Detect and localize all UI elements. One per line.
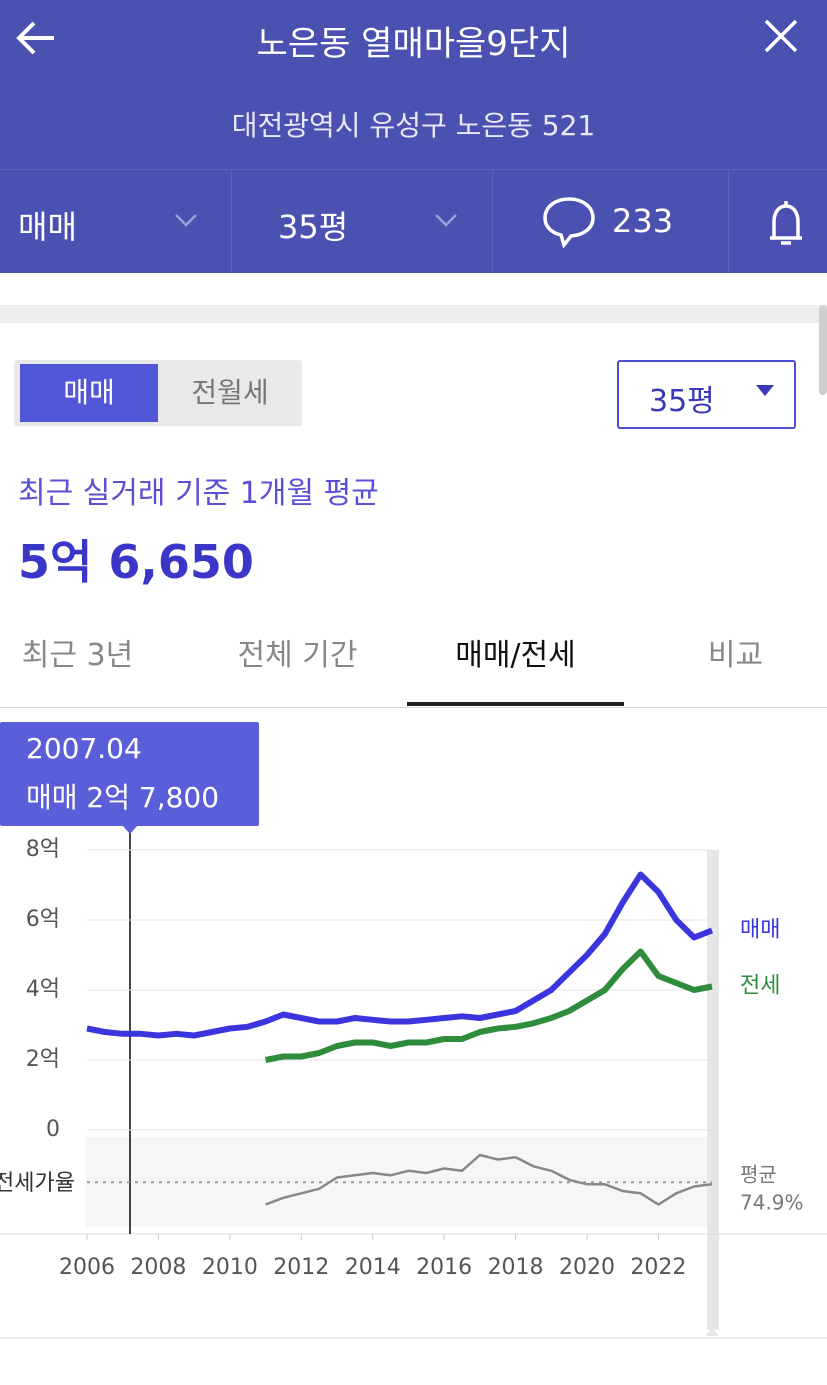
tab[interactable]: 비교 (707, 638, 764, 673)
tab[interactable]: 전체 기간 (237, 638, 358, 673)
close-button[interactable] (763, 18, 799, 54)
legend-label: 전세 (740, 974, 780, 999)
y-label: 전세가율 (0, 1171, 75, 1196)
average-label: 평균 (740, 1163, 777, 1187)
series-line (265, 1153, 713, 1206)
average-value: 74.9% (740, 1191, 804, 1215)
series-line (86, 871, 714, 1039)
x-tick-label: 2020 (559, 1255, 615, 1280)
tooltip-text: 매매 2억 7,800 (26, 781, 220, 814)
y-tick-label: 8억 (26, 837, 60, 862)
address: 대전광역시 유성구 노은동 521 (231, 109, 596, 142)
x-tick-label: 2012 (273, 1255, 329, 1280)
y-tick-label: 2억 (26, 1047, 60, 1072)
toggle-active[interactable]: 매매 (20, 364, 158, 422)
x-tick-label: 2008 (130, 1255, 186, 1280)
x-tick-label: 2022 (630, 1255, 686, 1280)
series-line (265, 948, 713, 1063)
comment-icon[interactable] (542, 196, 596, 248)
y-tick-label: 0 (46, 1117, 60, 1142)
size-select[interactable]: 35평 (617, 360, 796, 429)
title: 노은동 열매마을9단지 (256, 24, 571, 64)
tab[interactable]: 최근 3년 (21, 638, 134, 673)
chevron (175, 214, 197, 227)
deal-toggle: 매매 전월세 (14, 360, 302, 426)
back-button[interactable] (14, 18, 60, 58)
legend-label: 매매 (740, 918, 780, 943)
x-tick-label: 2010 (202, 1255, 258, 1280)
toggle-option[interactable]: 전월세 (191, 376, 269, 409)
header: 노은동 열매마을9단지 대전광역시 유성구 노은동 521 매매 35평 233 (0, 0, 827, 273)
y-tick-label: 4억 (26, 977, 60, 1002)
deal-type-filter[interactable]: 매매 (18, 208, 77, 246)
chevron (435, 214, 457, 227)
tooltip-date: 2007.04 (26, 732, 142, 765)
summary-price: 5억 6,650 (18, 535, 254, 589)
summary-label: 최근 실거래 기준 1개월 평균 (18, 476, 379, 511)
y-tick-label: 6억 (26, 907, 60, 932)
tab-active[interactable]: 매매/전세 (455, 638, 576, 673)
size-filter[interactable]: 35평 (278, 208, 349, 246)
x-tick-label: 2006 (59, 1255, 115, 1280)
x-tick-label: 2016 (416, 1255, 472, 1280)
tooltip: 2007.04 매매 2억 7,800 (0, 722, 259, 826)
comment-count[interactable]: 233 (612, 202, 674, 240)
size-select-value: 35평 (649, 384, 715, 419)
x-tick-label: 2018 (488, 1255, 544, 1280)
x-tick-label: 2014 (345, 1255, 401, 1280)
bell-icon[interactable] (764, 198, 808, 248)
